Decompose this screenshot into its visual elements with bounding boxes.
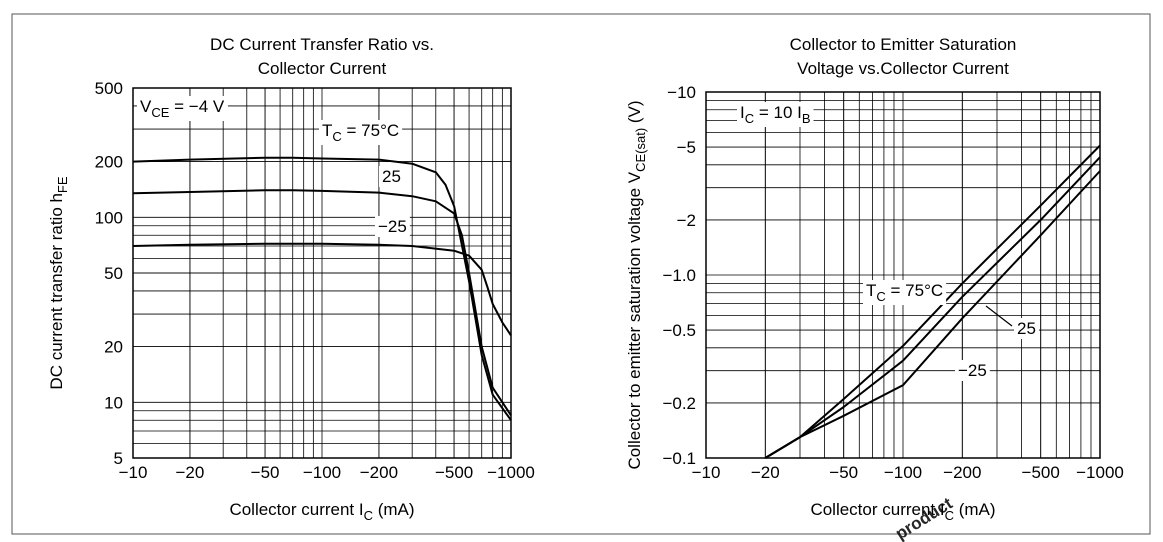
y-tick-label: −0.2: [662, 394, 696, 413]
series-label: 25: [1017, 319, 1036, 338]
x-tick-label: −20: [175, 463, 204, 482]
y-tick-label: −10: [667, 83, 696, 102]
y-tick-label: −0.5: [662, 321, 696, 340]
curve: [132, 189, 512, 416]
plot-frame: [705, 91, 1101, 459]
label-box: [375, 216, 410, 237]
series-label: TC = 75°C: [322, 121, 399, 144]
y-axis-label: Collector to emitter saturation voltage …: [625, 100, 648, 469]
label-text: V: [140, 97, 152, 116]
label-box: [1014, 318, 1039, 339]
chart-title: Collector to Emitter Saturation: [790, 35, 1017, 54]
y-tick-label: 10: [104, 393, 123, 412]
label-box: [379, 166, 404, 187]
label-text: = 75°C: [886, 281, 943, 300]
x-tick-label: −200: [943, 463, 981, 482]
label-text: T: [866, 281, 876, 300]
y-tick-label: −5: [677, 138, 696, 157]
leader-line: [985, 305, 1013, 327]
series-label: −25: [378, 217, 407, 236]
series-label: 25: [382, 167, 401, 186]
label-text: T: [322, 121, 332, 140]
chart-title: DC Current Transfer Ratio vs.: [210, 35, 434, 54]
rich-label: VCE = −4 V: [140, 97, 225, 120]
subscript: C: [745, 111, 754, 126]
x-tick-label: −100: [303, 463, 341, 482]
y-tick-label: −0.1: [662, 449, 696, 468]
x-tick-label: −500: [435, 463, 473, 482]
subscript: CE(sat): [633, 128, 648, 172]
y-tick-label: 20: [104, 338, 123, 357]
curve: [132, 156, 512, 421]
plot-frame: [132, 87, 512, 459]
label-text: −25: [958, 361, 987, 380]
series-label: TC = 75°C: [866, 281, 943, 304]
x-tick-label: −1000: [1076, 463, 1124, 482]
subscript: C: [364, 508, 373, 523]
subscript: C: [332, 129, 341, 144]
x-tick-label: −10: [692, 463, 721, 482]
y-tick-label: 100: [95, 208, 123, 227]
x-tick-label: −1000: [487, 463, 535, 482]
y-tick-label: 50: [104, 264, 123, 283]
rich-label: IC = 10 IB: [740, 103, 811, 126]
label-text: (V): [625, 100, 644, 127]
label-text: −25: [378, 217, 407, 236]
subscript: CE: [151, 105, 169, 120]
label-text: Collector current I: [810, 500, 944, 519]
label-text: 25: [382, 167, 401, 186]
label-box: [137, 96, 228, 121]
label-text: DC current transfer ratio h: [47, 193, 66, 390]
x-tick-label: −50: [829, 463, 858, 482]
label-text: 25: [1017, 319, 1036, 338]
subscript: B: [802, 111, 811, 126]
subscript: FE: [55, 176, 70, 193]
curve: [764, 170, 1101, 459]
label-box: [955, 360, 990, 381]
label-text: (mA): [373, 500, 415, 519]
label-text: (mA): [954, 500, 996, 519]
subscript: C: [945, 508, 954, 523]
y-axis-label: DC current transfer ratio hFE: [47, 176, 70, 389]
y-tick-label: 500: [95, 79, 123, 98]
x-tick-label: −100: [884, 463, 922, 482]
rich-label: Collector current IC (mA): [810, 500, 995, 523]
x-tick-label: −20: [751, 463, 780, 482]
label-text: = 75°C: [342, 121, 399, 140]
y-tick-label: 200: [95, 153, 123, 172]
x-tick-label: −200: [360, 463, 398, 482]
chart-title: Voltage vs.Collector Current: [797, 59, 1009, 78]
y-tick-label: 5: [114, 449, 123, 468]
rich-label: Collector current IC (mA): [229, 500, 414, 523]
y-tick-label: −2: [677, 211, 696, 230]
curve: [132, 242, 512, 336]
chart-title: Collector Current: [258, 59, 387, 78]
label-box: [863, 280, 947, 305]
x-tick-label: −500: [1022, 463, 1060, 482]
label-text: = −4 V: [169, 97, 224, 116]
label-text: Collector current I: [229, 500, 363, 519]
label-box: [737, 102, 814, 127]
subscript: C: [876, 289, 885, 304]
label-text: = 10 I: [754, 103, 802, 122]
x-tick-label: −10: [119, 463, 148, 482]
label-box: [319, 120, 403, 145]
label-text: I: [740, 103, 745, 122]
x-tick-label: −50: [251, 463, 280, 482]
series-label: −25: [958, 361, 987, 380]
y-tick-label: −1.0: [662, 266, 696, 285]
label-text: Collector to emitter saturation voltage …: [625, 171, 644, 469]
